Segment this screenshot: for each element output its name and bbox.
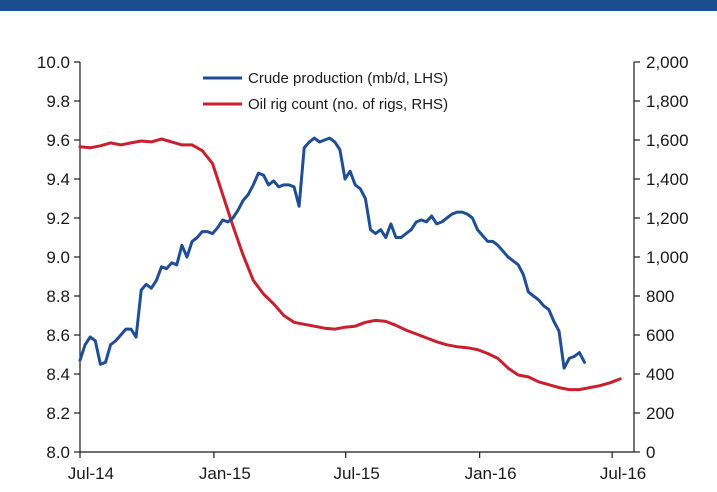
axes-layer <box>79 62 635 453</box>
left-axis-tick-label: 8.4 <box>46 365 70 384</box>
x-axis-tick-label: Jul-14 <box>68 464 114 483</box>
right-axis-tick-label: 0 <box>646 443 655 462</box>
left-axis-tick-label: 8.6 <box>46 326 70 345</box>
right-axis-tick-label: 1,600 <box>646 131 689 150</box>
right-axis-tick-label: 1,000 <box>646 248 689 267</box>
right-axis-tick-label: 1,800 <box>646 92 689 111</box>
right-axis-tick-label: 1,400 <box>646 170 689 189</box>
legend: Crude production (mb/d, LHS) Oil rig cou… <box>203 70 448 113</box>
left-axis-tick-label: 10.0 <box>37 53 70 72</box>
x-axis-tick-label: Jan-15 <box>199 464 251 483</box>
series-layer <box>78 136 622 392</box>
left-axis-tick-label: 9.0 <box>46 248 70 267</box>
left-axis-tick-label: 9.8 <box>46 92 70 111</box>
right-axis-tick-label: 1,200 <box>646 209 689 228</box>
left-axis-tick-label: 8.0 <box>46 443 70 462</box>
right-axis-tick-label: 800 <box>646 287 674 306</box>
series-line-oil-rig-count <box>78 137 622 392</box>
left-axis-tick-label: 9.6 <box>46 131 70 150</box>
x-axis-tick-label: Jul-16 <box>600 464 646 483</box>
right-axis-tick-label: 2,000 <box>646 53 689 72</box>
right-axis-tick-label: 400 <box>646 365 674 384</box>
x-axis-tick-label: Jul-15 <box>333 464 379 483</box>
right-axis-tick-label: 600 <box>646 326 674 345</box>
legend-label-oil-rig-count: Oil rig count (no. of rigs, RHS) <box>248 96 448 113</box>
title-banner <box>0 0 717 11</box>
legend-label-crude-production: Crude production (mb/d, LHS) <box>248 70 448 87</box>
right-axis-tick-label: 200 <box>646 404 674 423</box>
left-axis-tick-label: 8.2 <box>46 404 70 423</box>
x-axis-tick-label: Jan-16 <box>465 464 517 483</box>
ticks-layer: 8.0 8.2 8.4 8.6 8.8 9.0 9.2 9.4 9.6 9.8 10.0 0 200 40… <box>37 53 689 483</box>
left-axis-tick-label: 8.8 <box>46 287 70 306</box>
left-axis-tick-label: 9.2 <box>46 209 70 228</box>
left-axis-tick-label: 9.4 <box>46 170 70 189</box>
series-line-crude-production <box>78 136 586 370</box>
